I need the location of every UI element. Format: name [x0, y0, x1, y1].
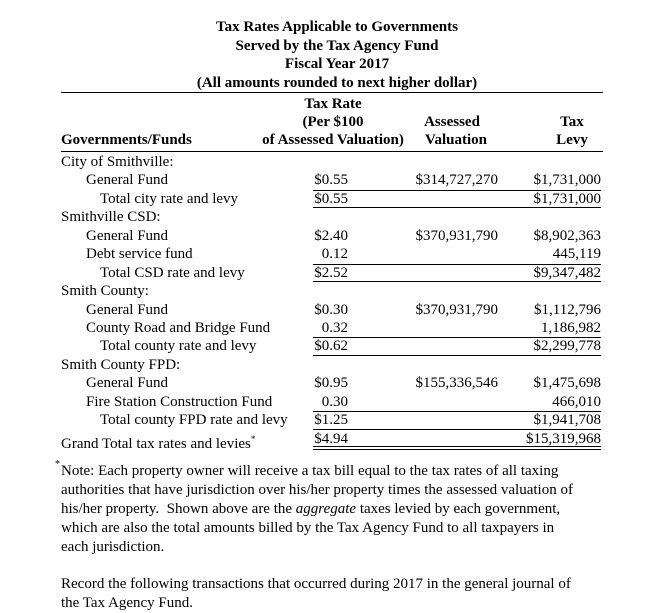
header-levy: Tax — [560, 114, 584, 130]
tax-rate: 0.12 — [321, 246, 348, 263]
tax-levy: $8,902,363 — [533, 227, 602, 244]
footnote-marker: * — [250, 433, 256, 444]
note-text: taxes levied by each government, — [356, 501, 561, 517]
fund-name: City of Smithville: — [61, 154, 174, 170]
total-row: Total county FPD rate and levy $1.25 $1,94… — [61, 411, 602, 430]
tax-rate: 0.32 — [321, 319, 348, 336]
underline-rule — [313, 411, 601, 413]
note-emphasis: aggregate — [295, 501, 357, 517]
tax-rate: 0.30 — [321, 393, 348, 410]
fund-name: General Fund — [86, 375, 169, 392]
note-line: his/her property. Shown above are the ag… — [61, 500, 573, 519]
tax-rate-table: City of Smithville: General Fund $0.55 $314… — [61, 153, 602, 452]
tax-levy: 445,119 — [552, 246, 601, 263]
header-levy: Levy — [556, 132, 588, 148]
fund-name-text: Grand Total tax rates and levies — [61, 435, 251, 452]
underline-rule — [313, 446, 601, 450]
tax-rate: $0.30 — [314, 301, 348, 318]
tax-levy: $1,731,000 — [533, 172, 602, 189]
fund-name: Total city rate and levy — [100, 190, 239, 207]
underline-rule — [313, 263, 601, 265]
assessed-valuation: $370,931,790 — [415, 301, 499, 318]
underline-rule — [313, 189, 601, 191]
header-valuation: Assessed — [424, 114, 480, 130]
header-rate: of Assessed Valuation) — [262, 132, 404, 148]
group-row: Smithville CSD: — [61, 208, 601, 226]
header-rate: (Per $100 — [302, 114, 364, 130]
header-rule — [61, 151, 603, 152]
tax-levy: 1,186,982 — [541, 319, 601, 336]
fund-name: Total CSD rate and levy — [100, 264, 245, 281]
fund-name: Grand Total tax rates and levies* — [61, 430, 255, 453]
fund-name: County Road and Bridge Fund — [86, 319, 271, 336]
fund-name: Debt service fund — [86, 246, 193, 263]
note-line: each jurisdiction. — [61, 539, 165, 555]
fund-name: General Fund — [86, 301, 169, 318]
tax-levy: $2,299,778 — [533, 338, 602, 355]
header-valuation: Valuation — [425, 132, 487, 148]
table-row: General Fund $0.55 $314,727,270 $1,731,000 — [61, 171, 601, 189]
fund-name: Smithville CSD: — [61, 209, 161, 226]
fund-name: General Fund — [86, 172, 169, 189]
assessed-valuation: $370,931,790 — [415, 227, 499, 244]
total-row: Total city rate and levy $0.55 $1,731,000 — [61, 189, 602, 209]
tax-levy: $1,475,698 — [533, 375, 602, 392]
fund-name: Total county FPD rate and levy — [100, 412, 288, 429]
tax-rate: $1.25 — [314, 412, 348, 429]
fund-name: Fire Station Construction Fund — [86, 393, 273, 410]
tax-rate: $0.55 — [314, 190, 348, 207]
title-line: (All amounts rounded to next higher doll… — [196, 75, 478, 91]
total-row: Grand Total tax rates and levies* $4.94 $1… — [61, 430, 601, 452]
note-text: his/her property. Shown above are the — [61, 501, 296, 517]
tax-levy: $1,112,796 — [534, 301, 601, 318]
table-row: Fire Station Construction Fund 0.30 466,01… — [61, 393, 601, 411]
fund-name: Total county rate and levy — [100, 338, 257, 355]
title-line: Tax Rates Applicable to Governments — [216, 19, 458, 35]
tax-levy: 466,010 — [552, 393, 601, 410]
tax-rate: $0.55 — [314, 172, 348, 189]
fund-name: General Fund — [86, 227, 169, 244]
note-line: which are also the total amounts billed … — [61, 520, 555, 536]
footnote: Note: Each property owner will receive a… — [61, 462, 573, 557]
title-line: Served by the Tax Agency Fund — [235, 38, 439, 54]
underline-rule — [313, 337, 601, 339]
fund-name: Smith County FPD: — [61, 356, 181, 373]
instruction-line: the Tax Agency Fund. — [61, 595, 193, 611]
underline-rule — [313, 354, 601, 356]
underline-rule — [313, 281, 601, 283]
group-row: Smith County: — [61, 282, 601, 300]
total-row: Total county rate and levy $0.62 $2,299,77… — [61, 337, 602, 356]
note-line: authorities that have jurisdiction over … — [61, 482, 573, 498]
tax-rate: $2.40 — [314, 227, 348, 244]
underline-rule — [313, 207, 601, 209]
table-row: General Fund $0.95 $155,336,546 $1,475,698 — [61, 374, 601, 392]
total-row: Total CSD rate and levy $2.52 $9,347,482 — [61, 263, 602, 283]
tax-rate: $2.52 — [314, 264, 348, 281]
tax-levy: $15,319,968 — [526, 430, 601, 447]
header-rate: Tax Rate — [304, 96, 362, 112]
note-line: Note: Each property owner will receive a… — [61, 463, 559, 479]
tax-levy: $1,941,708 — [533, 412, 602, 429]
table-row: General Fund $0.30 $370,931,790 $1,112,796 — [61, 301, 601, 319]
assessed-valuation: $314,727,270 — [415, 172, 499, 189]
table-row: County Road and Bridge Fund 0.32 1,186,982 — [61, 319, 601, 337]
group-row: Smith County FPD: — [61, 356, 601, 374]
tax-rate: $4.94 — [314, 430, 348, 447]
note-marker: * — [55, 459, 60, 470]
title-rule — [61, 92, 603, 93]
title-line: Fiscal Year 2017 — [284, 56, 390, 72]
header-governments: Governments/Funds — [61, 132, 192, 148]
fund-name: Smith County: — [61, 283, 149, 300]
tax-rate: $0.95 — [314, 375, 348, 392]
underline-rule — [313, 428, 601, 430]
assessed-valuation: $155,336,546 — [415, 375, 499, 392]
instruction-paragraph: Record the following transactions that o… — [61, 575, 571, 613]
instruction-line: Record the following transactions that o… — [61, 576, 571, 592]
table-row: General Fund $2.40 $370,931,790 $8,902,363 — [61, 227, 601, 245]
tax-rate: $0.62 — [314, 338, 348, 355]
tax-levy: $9,347,482 — [533, 264, 602, 281]
tax-levy: $1,731,000 — [533, 190, 602, 207]
group-row: City of Smithville: — [61, 153, 601, 171]
table-row: Debt service fund 0.12 445,119 — [61, 245, 601, 263]
